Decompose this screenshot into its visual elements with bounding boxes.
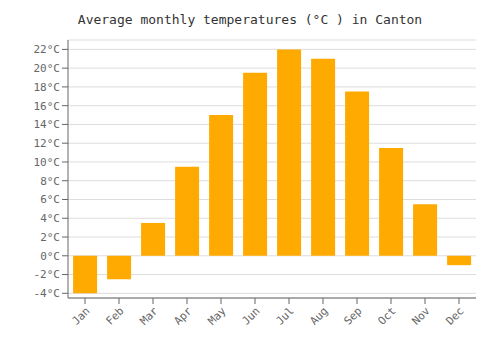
- svg-text:Apr: Apr: [171, 304, 195, 328]
- svg-text:10°C: 10°C: [34, 156, 61, 169]
- svg-text:16°C: 16°C: [34, 100, 61, 113]
- svg-text:8°C: 8°C: [40, 175, 60, 188]
- svg-text:Jul: Jul: [273, 304, 296, 327]
- svg-text:4°C: 4°C: [40, 212, 60, 225]
- svg-text:May: May: [205, 304, 229, 328]
- svg-text:2°C: 2°C: [40, 231, 60, 244]
- svg-text:Dec: Dec: [443, 304, 466, 327]
- svg-text:-4°C: -4°C: [34, 287, 61, 300]
- html-text:Average monthly temperatures (: Average monthly temperatures (°C ) in Ca…: [77, 12, 423, 27]
- svg-text:-2°C: -2°C: [34, 268, 61, 281]
- svg-text:0°C: 0°C: [40, 250, 60, 263]
- svg-text:Mar: Mar: [137, 304, 161, 328]
- svg-text:14°C: 14°C: [34, 118, 61, 131]
- svg-text:Oct: Oct: [375, 304, 398, 327]
- svg-text:20°C: 20°C: [34, 62, 61, 75]
- svg-text:Jan: Jan: [69, 304, 92, 327]
- svg-text:Aug: Aug: [307, 304, 330, 327]
- svg-text:18°C: 18°C: [34, 81, 61, 94]
- svg-text:Feb: Feb: [103, 304, 126, 327]
- svg-text:6°C: 6°C: [40, 193, 60, 206]
- svg-text:12°C: 12°C: [34, 137, 61, 150]
- svg-text:Jun: Jun: [239, 304, 262, 327]
- svg-text:22°C: 22°C: [34, 43, 61, 56]
- svg-text:Sep: Sep: [341, 304, 364, 327]
- svg-text:Nov: Nov: [409, 304, 433, 328]
